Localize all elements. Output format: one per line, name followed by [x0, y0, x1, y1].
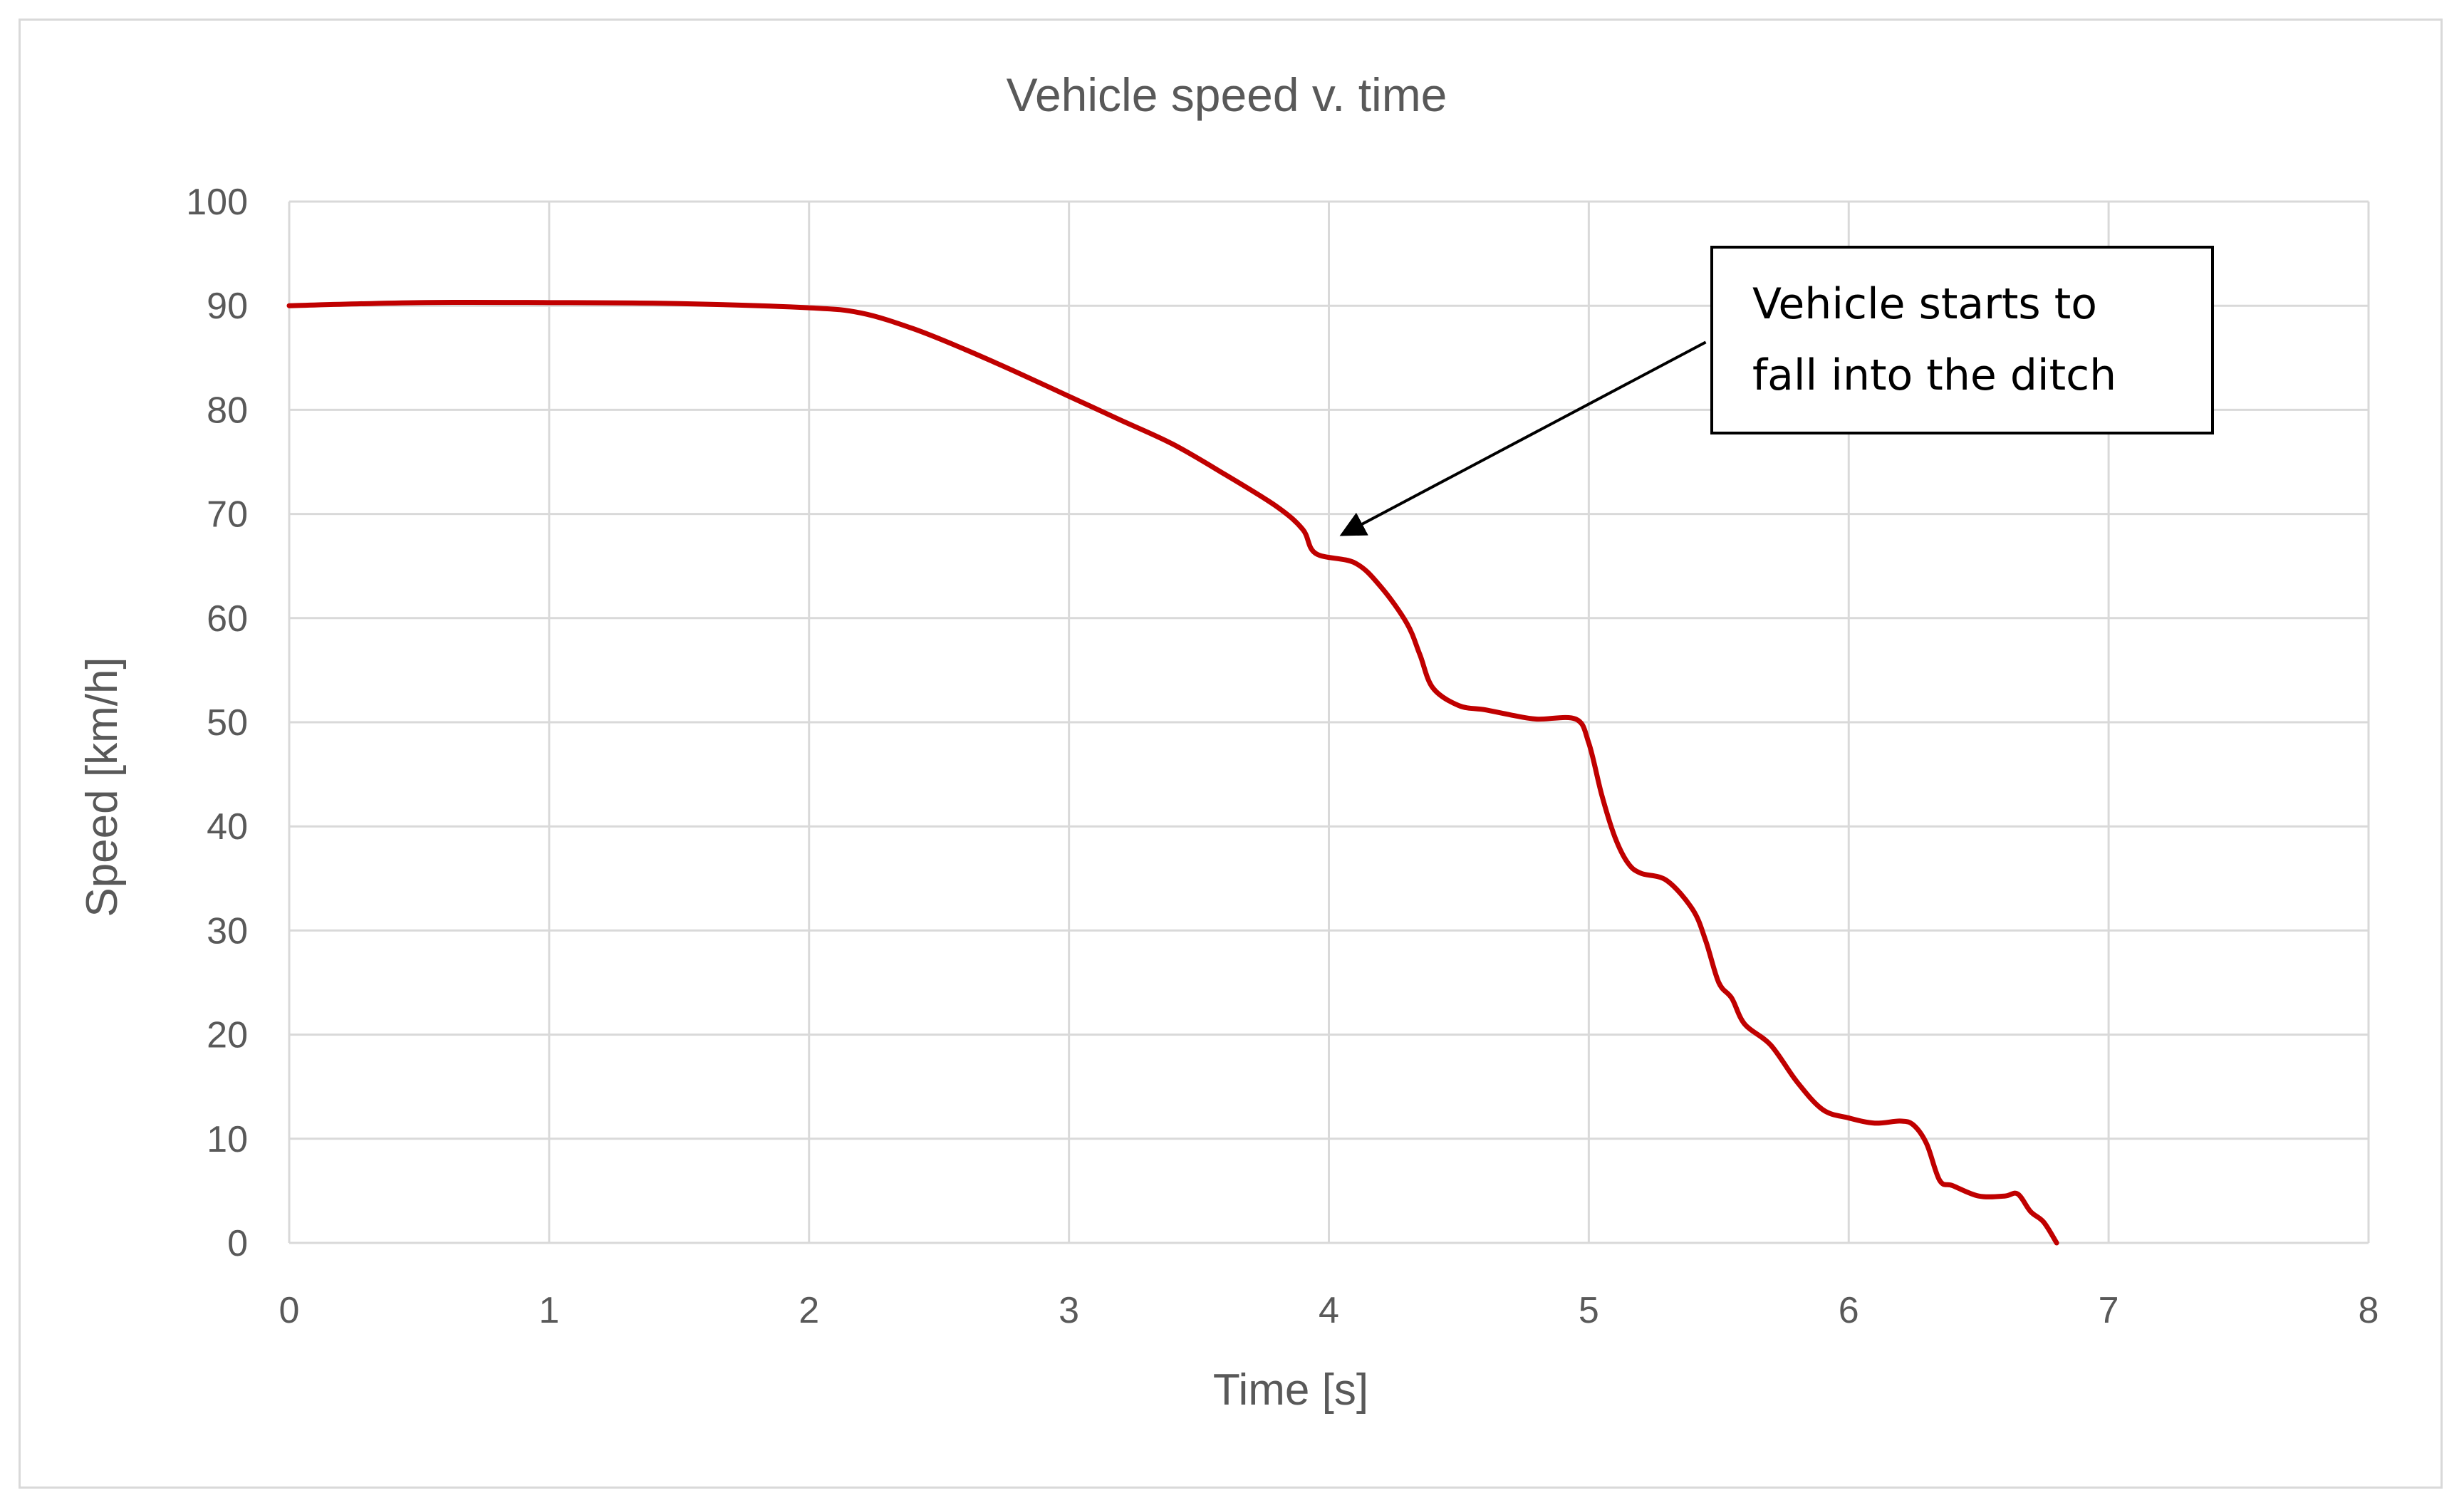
y-tick-label-8: 80	[207, 390, 248, 431]
y-tick-label-2: 20	[207, 1015, 248, 1056]
y-tick-label-9: 90	[207, 286, 248, 327]
y-tick-label-3: 30	[207, 910, 248, 952]
x-axis-title: Time [s]	[1213, 1365, 1368, 1415]
x-tick-label-2: 2	[799, 1290, 819, 1331]
x-tick-label-5: 5	[1579, 1290, 1599, 1331]
speed-series-line	[286, 299, 2059, 1246]
x-tick-labels: 0 1 2 3 4 5 6 7 8	[279, 1290, 2379, 1331]
annotation-line-1: Vehicle starts to	[1752, 279, 2097, 329]
x-tick-label-0: 0	[279, 1290, 300, 1331]
y-tick-label-6: 60	[207, 598, 248, 640]
x-tick-label-8: 8	[2359, 1290, 2379, 1331]
annotation: Vehicle starts to fall into the ditch	[1339, 246, 2214, 536]
x-tick-label-3: 3	[1059, 1290, 1079, 1331]
y-tick-label-10: 100	[186, 182, 248, 223]
x-tick-label-7: 7	[2099, 1290, 2119, 1331]
y-tick-label-5: 50	[207, 702, 248, 744]
annotation-arrow	[1339, 340, 1707, 536]
gridlines	[288, 200, 2370, 1244]
annotation-box	[1710, 246, 2214, 434]
x-tick-label-6: 6	[1839, 1290, 1859, 1331]
x-tick-label-4: 4	[1319, 1290, 1339, 1331]
y-tick-labels: 0 10 20 30 40 50 60 70 80 90 100	[186, 182, 248, 1264]
y-tick-label-0: 0	[227, 1223, 248, 1264]
chart-title: Vehicle speed v. time	[1007, 68, 1447, 121]
annotation-line-2: fall into the ditch	[1752, 350, 2116, 400]
y-axis-title: Speed [km/h]	[78, 657, 127, 917]
y-tick-label-4: 40	[207, 806, 248, 848]
y-tick-label-7: 70	[207, 494, 248, 536]
x-tick-label-1: 1	[539, 1290, 559, 1331]
y-tick-label-1: 10	[207, 1119, 248, 1160]
